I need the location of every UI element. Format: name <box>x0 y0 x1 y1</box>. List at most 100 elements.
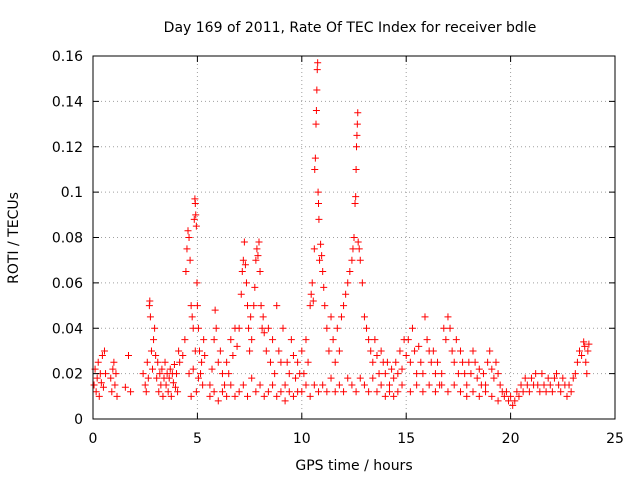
data-point <box>582 358 590 366</box>
data-point <box>450 358 458 366</box>
data-point <box>344 279 352 287</box>
data-point <box>352 165 360 173</box>
data-point <box>461 370 469 378</box>
data-point <box>573 358 581 366</box>
data-point <box>212 324 220 332</box>
data-point <box>152 351 160 359</box>
y-tick-labels: 0 0.02 0.04 0.06 0.08 0.1 0.12 0.14 0.16 <box>52 49 83 428</box>
data-point <box>100 347 108 355</box>
data-point <box>471 358 479 366</box>
data-point <box>349 245 357 253</box>
data-point <box>463 392 471 400</box>
data-point <box>381 392 389 400</box>
data-point <box>95 392 103 400</box>
data-point <box>406 388 414 396</box>
data-point <box>184 227 192 235</box>
data-point <box>264 388 272 396</box>
data-point <box>371 336 379 344</box>
data-point <box>298 388 306 396</box>
data-point <box>456 388 464 396</box>
data-point <box>154 358 162 366</box>
x-tick-label: 20 <box>502 431 520 447</box>
data-point <box>240 238 248 246</box>
data-point <box>580 338 588 346</box>
data-point <box>429 347 437 355</box>
data-point <box>313 86 321 94</box>
data-point <box>315 199 323 207</box>
data-point <box>283 358 291 366</box>
data-point <box>266 358 274 366</box>
data-point <box>500 392 508 400</box>
data-point <box>183 245 191 253</box>
data-point <box>269 381 277 389</box>
data-point <box>413 370 421 378</box>
data-point <box>166 365 174 373</box>
data-point <box>331 358 339 366</box>
data-point <box>302 381 310 389</box>
data-point <box>344 374 352 382</box>
data-point <box>277 388 285 396</box>
y-tick-label: 0.08 <box>52 231 83 247</box>
data-point <box>181 336 189 344</box>
data-point <box>258 324 266 332</box>
data-point <box>363 324 371 332</box>
data-point <box>233 342 241 350</box>
data-point <box>281 381 289 389</box>
data-point <box>223 358 231 366</box>
data-point <box>563 392 571 400</box>
data-point <box>584 347 592 355</box>
data-point <box>555 381 563 389</box>
data-point <box>521 374 529 382</box>
data-point <box>479 370 487 378</box>
data-point <box>496 381 504 389</box>
data-point <box>185 370 193 378</box>
data-point <box>353 143 361 151</box>
data-point <box>335 381 343 389</box>
data-point <box>431 370 439 378</box>
data-point <box>482 388 490 396</box>
data-point <box>331 388 339 396</box>
data-point <box>578 351 586 359</box>
data-point <box>356 374 364 382</box>
data-point <box>450 381 458 389</box>
data-point <box>463 381 471 389</box>
data-point <box>193 279 201 287</box>
data-point <box>227 336 235 344</box>
data-point <box>256 381 264 389</box>
data-point <box>112 370 120 378</box>
data-point <box>360 381 368 389</box>
data-point <box>188 313 196 321</box>
data-point <box>192 222 200 230</box>
data-point <box>311 154 319 162</box>
data-point <box>490 374 498 382</box>
data-point <box>323 324 331 332</box>
data-point <box>162 381 170 389</box>
data-point <box>292 374 300 382</box>
data-point <box>532 370 540 378</box>
data-point <box>247 313 255 321</box>
data-point <box>475 365 483 373</box>
data-point <box>415 342 423 350</box>
data-point <box>448 347 456 355</box>
data-point <box>488 365 496 373</box>
data-point <box>417 358 425 366</box>
data-point <box>147 347 155 355</box>
data-point <box>99 383 107 391</box>
data-point <box>517 381 525 389</box>
data-point <box>146 313 154 321</box>
data-point <box>454 370 462 378</box>
data-point <box>182 268 190 276</box>
data-point <box>427 358 435 366</box>
data-point <box>244 302 252 310</box>
data-point <box>321 302 329 310</box>
data-point <box>396 347 404 355</box>
data-point <box>446 324 454 332</box>
data-point <box>375 370 383 378</box>
data-point <box>252 256 260 264</box>
data-point <box>431 388 439 396</box>
data-point <box>251 283 259 291</box>
data-point <box>444 388 452 396</box>
data-point <box>315 388 323 396</box>
data-point <box>421 313 429 321</box>
